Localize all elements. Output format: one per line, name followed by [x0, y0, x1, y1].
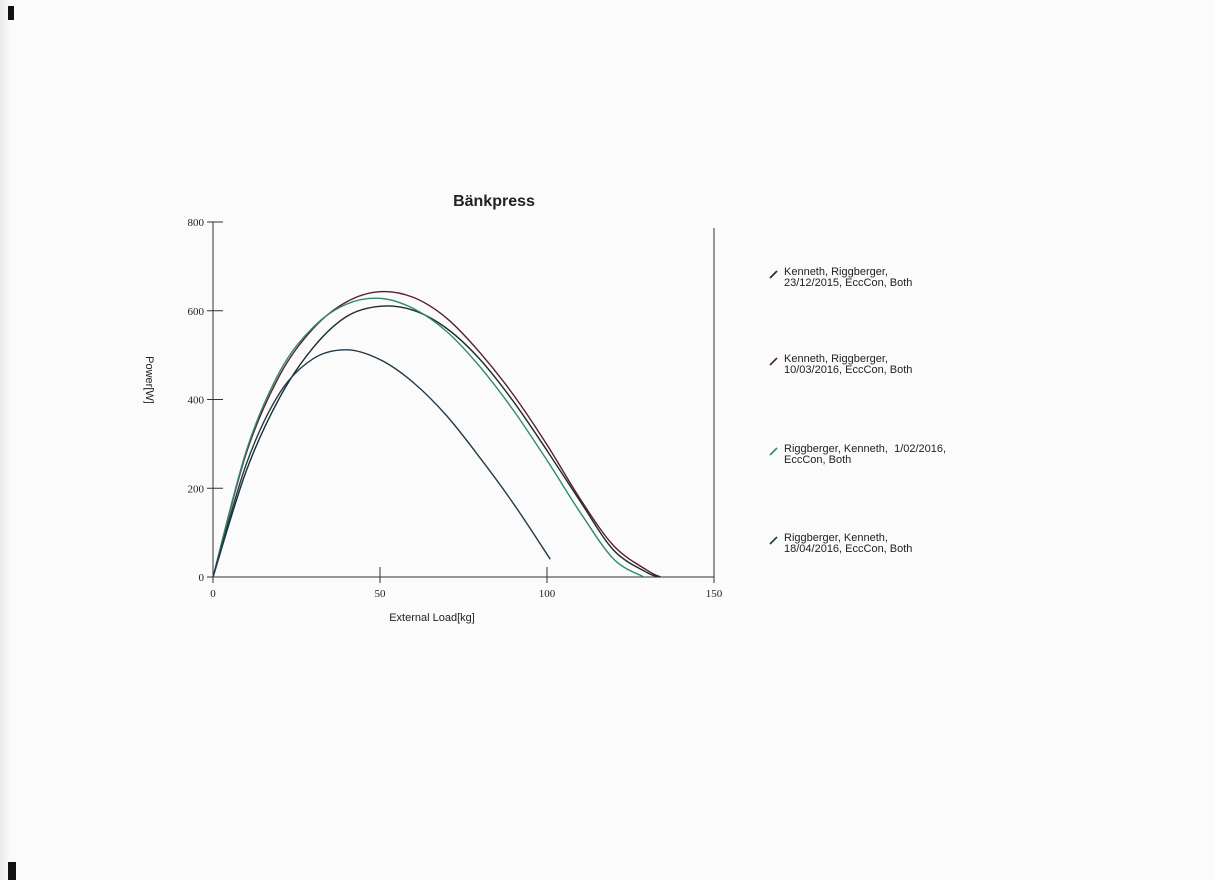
series-layer [212, 290, 661, 578]
legend-entry-2-line-1: Kenneth, Riggberger, [784, 353, 888, 365]
y-axis-label: Power[W] [143, 356, 155, 404]
legend-entry-3-line-2: EccCon, Both [784, 454, 851, 466]
x-tick-label: 100 [539, 588, 556, 600]
legend-entry-1-line-1: Kenneth, Riggberger, [784, 266, 888, 278]
series-line-2 [212, 290, 661, 578]
legend-entry-2-line-2: 10/03/2016, EccCon, Both [784, 364, 912, 376]
scan-registration-mark-bottom [8, 862, 16, 880]
legend-entry-3-line-1: Riggberger, Kenneth, 1/02/2016, [784, 443, 946, 455]
y-tick-label: 600 [188, 306, 205, 318]
legend-swatch-3 [769, 447, 778, 456]
series-line-4 [212, 349, 551, 578]
x-tick-label: 150 [706, 588, 723, 600]
x-tick-label: 0 [210, 588, 216, 600]
series-line-3 [212, 297, 645, 578]
legend-entry-4-line-2: 18/04/2016, EccCon, Both [784, 543, 912, 555]
x-tick-label: 50 [375, 588, 387, 600]
legend-swatch-4 [769, 536, 778, 545]
legend-entry-1-line-2: 23/12/2015, EccCon, Both [784, 277, 912, 289]
chart-axes: 0 200 400 600 800 0 50 100 150 [188, 217, 723, 600]
chart-title: Bänkpress [453, 193, 535, 210]
legend-swatch-2 [769, 357, 778, 366]
scan-registration-mark-top [8, 6, 14, 20]
y-tick-label: 200 [188, 483, 205, 495]
series-line-1 [212, 305, 661, 578]
y-tick-label: 400 [188, 395, 205, 407]
x-axis-label: External Load[kg] [389, 612, 475, 624]
page-edge-shadow [0, 0, 10, 880]
legend-entry-4-line-1: Riggberger, Kenneth, [784, 532, 888, 544]
y-tick-label: 0 [199, 572, 205, 584]
y-tick-label: 800 [188, 217, 205, 229]
legend-swatch-1 [769, 270, 778, 279]
chart-legend: Kenneth, Riggberger,23/12/2015, EccCon, … [769, 266, 946, 555]
